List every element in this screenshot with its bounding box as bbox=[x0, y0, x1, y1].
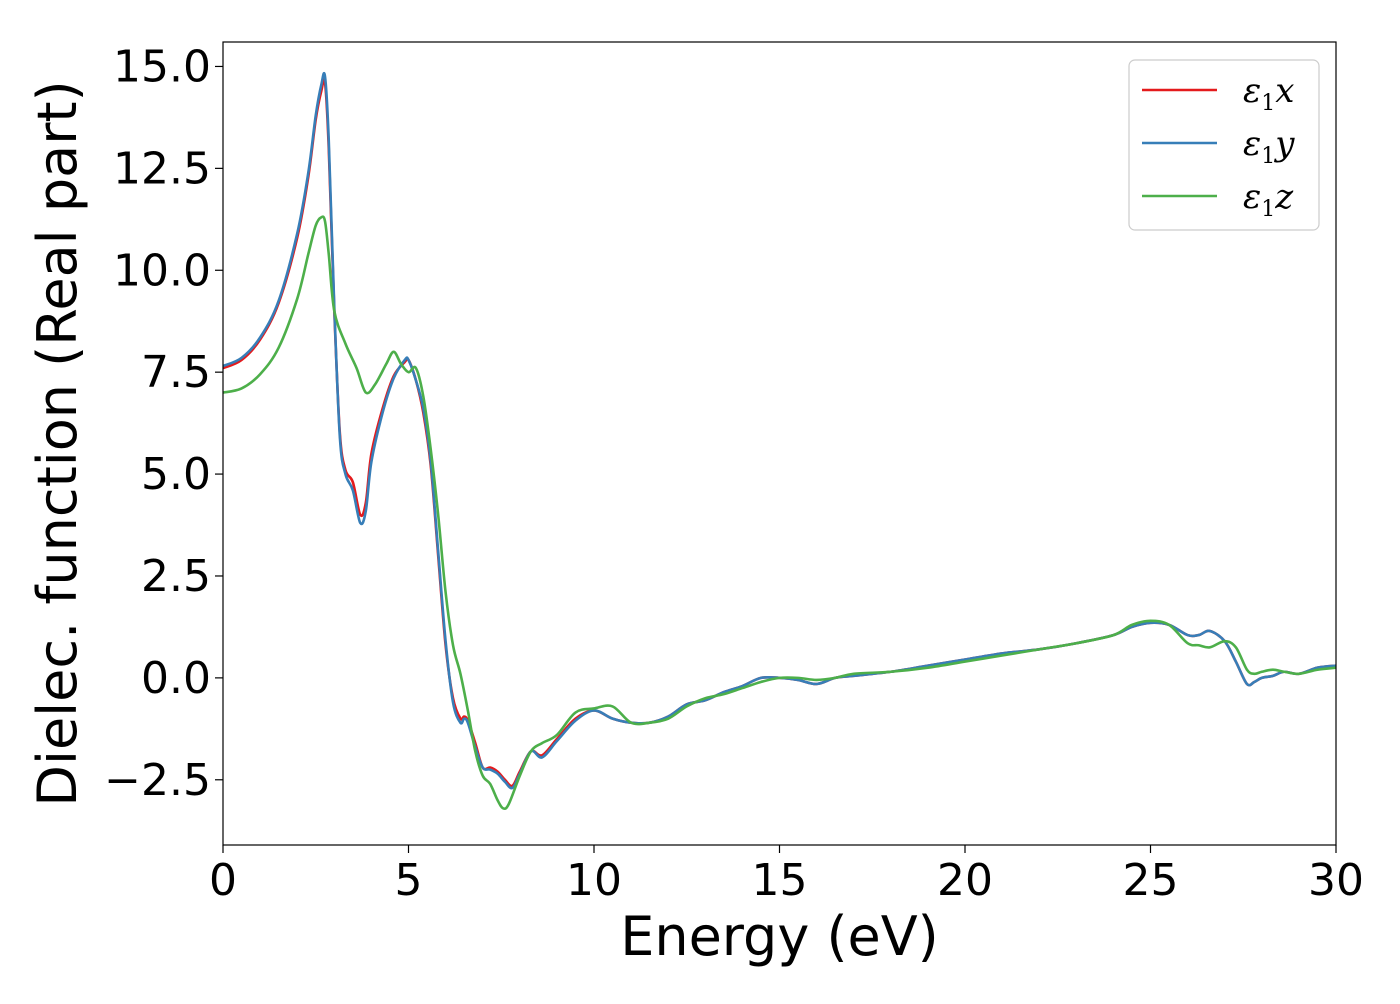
x-tick-label: 0 bbox=[209, 855, 237, 906]
y-axis-ticks: −2.5 0.0 2.5 5.0 7.5 10.0 12.5 15.0 bbox=[104, 41, 223, 806]
legend-label: ε1y bbox=[1243, 124, 1295, 169]
x-tick-label: 10 bbox=[566, 855, 622, 906]
series-layer bbox=[223, 71, 1336, 811]
legend-label: ε1x bbox=[1243, 71, 1294, 116]
x-tick-label: 30 bbox=[1308, 855, 1364, 906]
legend: ε1x ε1y ε1z bbox=[1128, 59, 1320, 231]
x-axis-label: Energy (eV) bbox=[620, 905, 939, 968]
series-line-3 bbox=[223, 215, 1336, 811]
x-tick-label: 20 bbox=[937, 855, 993, 906]
y-tick-label: 7.5 bbox=[141, 347, 211, 398]
y-tick-label: 0.0 bbox=[141, 653, 211, 704]
y-tick-label: 15.0 bbox=[113, 41, 211, 92]
y-tick-label: −2.5 bbox=[104, 755, 211, 806]
y-tick-label: 12.5 bbox=[113, 143, 211, 194]
y-axis-label: Dielec. function (Real part) bbox=[26, 80, 89, 806]
y-tick-label: 10.0 bbox=[113, 245, 211, 296]
x-tick-label: 5 bbox=[395, 855, 423, 906]
x-tick-label: 25 bbox=[1123, 855, 1179, 906]
y-tick-label: 2.5 bbox=[141, 551, 211, 602]
x-axis-ticks: 0 5 10 15 20 25 30 bbox=[209, 845, 1364, 906]
y-tick-label: 5.0 bbox=[141, 449, 211, 500]
legend-frame bbox=[1128, 59, 1320, 231]
x-tick-label: 15 bbox=[752, 855, 808, 906]
legend-label: ε1z bbox=[1243, 177, 1294, 222]
